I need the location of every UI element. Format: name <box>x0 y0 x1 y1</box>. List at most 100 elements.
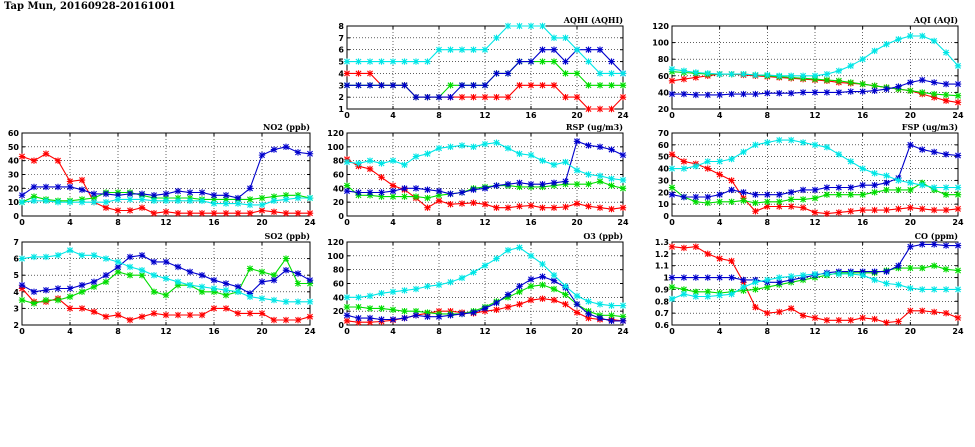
data-point-red <box>516 82 523 89</box>
data-point-blue <box>270 146 278 153</box>
y-tick-label: 20 <box>333 307 345 316</box>
data-point-red <box>811 209 819 216</box>
data-point-red <box>493 93 500 101</box>
data-point-cyan <box>799 72 807 79</box>
data-point-red <box>930 94 938 101</box>
data-point-cyan <box>198 197 206 204</box>
data-point-cyan <box>114 258 122 266</box>
data-point-blue <box>389 187 397 195</box>
data-point-cyan <box>458 274 466 282</box>
data-point-blue <box>481 185 489 192</box>
data-point-cyan <box>692 163 700 170</box>
data-point-blue <box>619 317 627 325</box>
data-point-red <box>527 82 535 89</box>
data-point-blue <box>355 314 362 322</box>
x-tick-label: 20 <box>905 111 917 120</box>
data-point-green <box>919 264 926 272</box>
x-tick-label: 12 <box>479 111 490 120</box>
data-point-blue <box>919 76 926 84</box>
data-point-red <box>562 301 569 308</box>
data-point-blue <box>740 276 747 284</box>
data-point-cyan <box>895 281 902 288</box>
data-point-cyan <box>470 46 477 53</box>
data-point-cyan <box>389 58 397 65</box>
data-point-green <box>516 183 523 191</box>
data-point-red <box>258 207 266 214</box>
x-tick-label: 8 <box>765 111 771 120</box>
y-tick-label: 1 <box>663 274 669 283</box>
x-tick-label: 20 <box>905 218 917 227</box>
data-point-cyan <box>66 198 74 206</box>
y-tick-label: 10 <box>8 198 20 207</box>
data-point-green <box>680 286 688 293</box>
data-point-red <box>680 158 688 165</box>
data-point-cyan <box>871 276 878 284</box>
x-tick-label: 24 <box>304 327 316 336</box>
data-point-blue <box>162 258 170 266</box>
data-point-blue <box>704 91 711 99</box>
data-point-cyan <box>871 47 878 55</box>
data-point-blue <box>527 276 535 283</box>
data-point-green <box>740 197 747 204</box>
data-point-red <box>389 182 397 189</box>
data-point-cyan <box>458 142 466 149</box>
data-point-cyan <box>270 296 278 304</box>
y-tick-label: 60 <box>658 141 670 150</box>
data-point-cyan <box>883 172 890 179</box>
data-point-blue <box>608 58 615 65</box>
x-tick-label: 0 <box>344 218 350 227</box>
data-point-cyan <box>516 22 523 30</box>
data-point-red <box>102 313 110 320</box>
data-point-cyan <box>493 34 500 42</box>
data-point-cyan <box>150 272 158 279</box>
y-tick-label: 40 <box>658 165 670 174</box>
y-tick-label: 8 <box>338 22 344 31</box>
x-tick-label: 4 <box>717 111 723 120</box>
x-tick-label: 24 <box>952 111 964 120</box>
data-point-blue <box>458 82 466 89</box>
data-point-green <box>573 70 581 77</box>
data-point-blue <box>378 82 385 89</box>
data-point-blue <box>447 190 454 198</box>
data-point-cyan <box>401 58 408 65</box>
data-point-green <box>306 280 314 287</box>
data-point-red <box>619 204 627 211</box>
data-point-blue <box>716 91 723 99</box>
data-point-cyan <box>102 255 110 262</box>
data-point-red <box>282 316 290 324</box>
data-point-red <box>942 309 950 317</box>
data-point-blue <box>493 70 500 77</box>
data-point-cyan <box>162 275 170 282</box>
data-point-blue <box>412 185 420 192</box>
data-point-blue <box>704 193 711 201</box>
data-point-blue <box>306 276 314 284</box>
data-point-green <box>728 198 735 205</box>
data-point-green <box>78 288 86 295</box>
x-tick-label: 8 <box>765 327 771 336</box>
data-point-cyan <box>470 143 477 151</box>
chart-title: RSP (ug/m3) <box>566 122 623 132</box>
data-point-green <box>412 193 420 200</box>
y-tick-label: 40 <box>333 184 345 193</box>
y-tick-label: 120 <box>652 22 669 31</box>
y-tick-label: 0.6 <box>655 321 670 330</box>
data-point-blue <box>799 89 807 96</box>
data-point-cyan <box>378 160 385 167</box>
data-point-blue <box>401 314 408 322</box>
data-point-blue <box>692 91 700 99</box>
data-point-blue <box>470 82 477 89</box>
x-tick-label: 20 <box>905 327 917 336</box>
data-point-red <box>539 204 546 211</box>
data-point-red <box>222 210 230 217</box>
x-tick-label: 4 <box>717 327 723 336</box>
data-point-green <box>539 58 546 65</box>
data-point-blue <box>458 189 466 196</box>
data-point-cyan <box>174 278 182 286</box>
data-point-green <box>30 300 38 307</box>
data-point-green <box>692 198 700 205</box>
data-point-red <box>573 309 581 316</box>
data-point-cyan <box>343 294 351 301</box>
data-point-blue <box>764 90 771 97</box>
data-point-red <box>550 204 558 211</box>
